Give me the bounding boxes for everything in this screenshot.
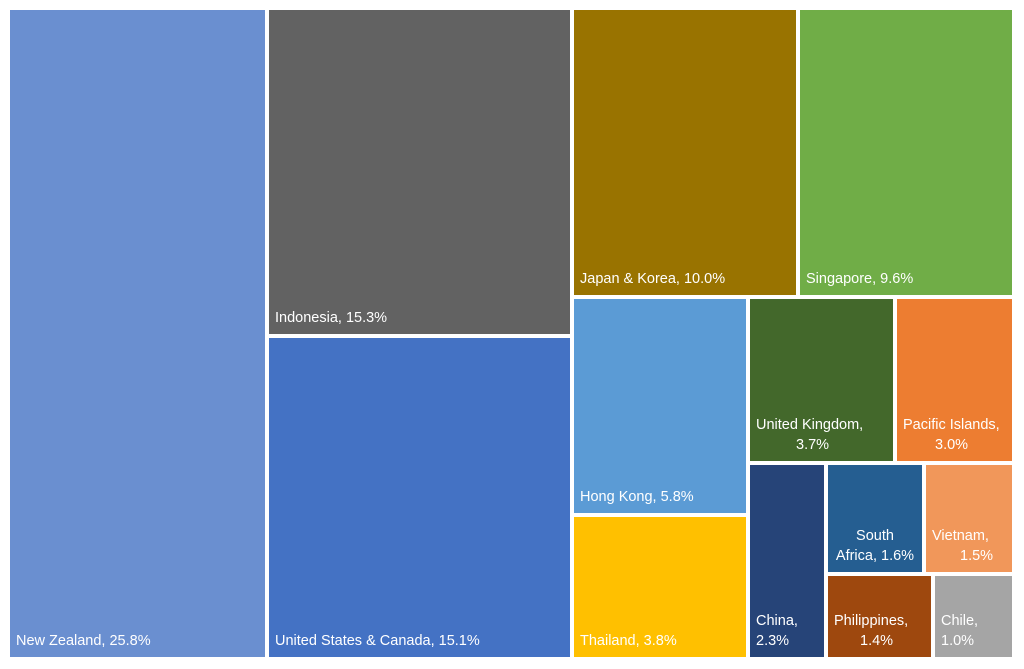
treemap-tile-united-states-canada: United States & Canada, 15.1%: [267, 336, 572, 659]
treemap-label-thailand: Thailand, 3.8%: [580, 633, 677, 649]
treemap-label-chile: Chile, 1.0%: [941, 611, 978, 651]
treemap-tile-japan-korea: Japan & Korea, 10.0%: [572, 8, 798, 297]
treemap-tile-vietnam: Vietnam, 1.5%: [924, 463, 1014, 574]
treemap-label-vietnam: Vietnam, 1.5%: [932, 526, 993, 566]
treemap-tile-philippines: Philippines, 1.4%: [826, 574, 933, 659]
treemap-label-line: 1.5%: [960, 548, 994, 564]
treemap-label-south-africa: South Africa, 1.6%: [828, 526, 922, 566]
treemap-label-pacific-islands: Pacific Islands, 3.0%: [903, 415, 1000, 455]
treemap-tile-united-kingdom: United Kingdom, 3.7%: [748, 297, 895, 463]
treemap-tile-thailand: Thailand, 3.8%: [572, 515, 748, 659]
treemap-label-line: Philippines,: [834, 613, 909, 629]
treemap-label-line: 1.4%: [860, 633, 894, 649]
treemap-label-line: 3.7%: [796, 437, 830, 453]
treemap-label-line: 1.0%: [941, 633, 975, 649]
treemap-tile-hong-kong: Hong Kong, 5.8%: [572, 297, 748, 515]
treemap-label-china: China, 2.3%: [756, 611, 798, 651]
treemap-label-line: Africa, 1.6%: [835, 548, 915, 564]
treemap-label-line: 3.0%: [935, 437, 969, 453]
treemap-tile-singapore: Singapore, 9.6%: [798, 8, 1014, 297]
treemap-tile-chile: Chile, 1.0%: [933, 574, 1014, 659]
treemap-label-hong-kong: Hong Kong, 5.8%: [580, 489, 694, 505]
treemap-tile-china: China, 2.3%: [748, 463, 826, 659]
treemap-label-line: Vietnam,: [932, 528, 989, 544]
treemap-tile-indonesia: Indonesia, 15.3%: [267, 8, 572, 336]
treemap-tile-south-africa: South Africa, 1.6%: [826, 463, 924, 574]
treemap-label-line: Chile,: [941, 613, 979, 629]
treemap-label-line: 2.3%: [756, 633, 790, 649]
treemap-label-japan-korea: Japan & Korea, 10.0%: [580, 271, 726, 287]
treemap-tile-pacific-islands: Pacific Islands, 3.0%: [895, 297, 1014, 463]
treemap-label-new-zealand: New Zealand, 25.8%: [16, 633, 151, 649]
treemap-label-line: China,: [756, 613, 798, 629]
treemap-label-line: South: [856, 528, 894, 544]
treemap-label-philippines: Philippines, 1.4%: [834, 611, 908, 651]
treemap-label-united-kingdom: United Kingdom, 3.7%: [756, 415, 863, 455]
treemap-label-indonesia: Indonesia, 15.3%: [275, 310, 388, 326]
treemap-label-line: Pacific Islands,: [903, 417, 1000, 433]
treemap-label-united-states-canada: United States & Canada, 15.1%: [275, 633, 480, 649]
treemap-label-singapore: Singapore, 9.6%: [806, 271, 914, 287]
treemap-tile-new-zealand: New Zealand, 25.8%: [8, 8, 267, 659]
treemap-label-line: United Kingdom,: [756, 417, 864, 433]
